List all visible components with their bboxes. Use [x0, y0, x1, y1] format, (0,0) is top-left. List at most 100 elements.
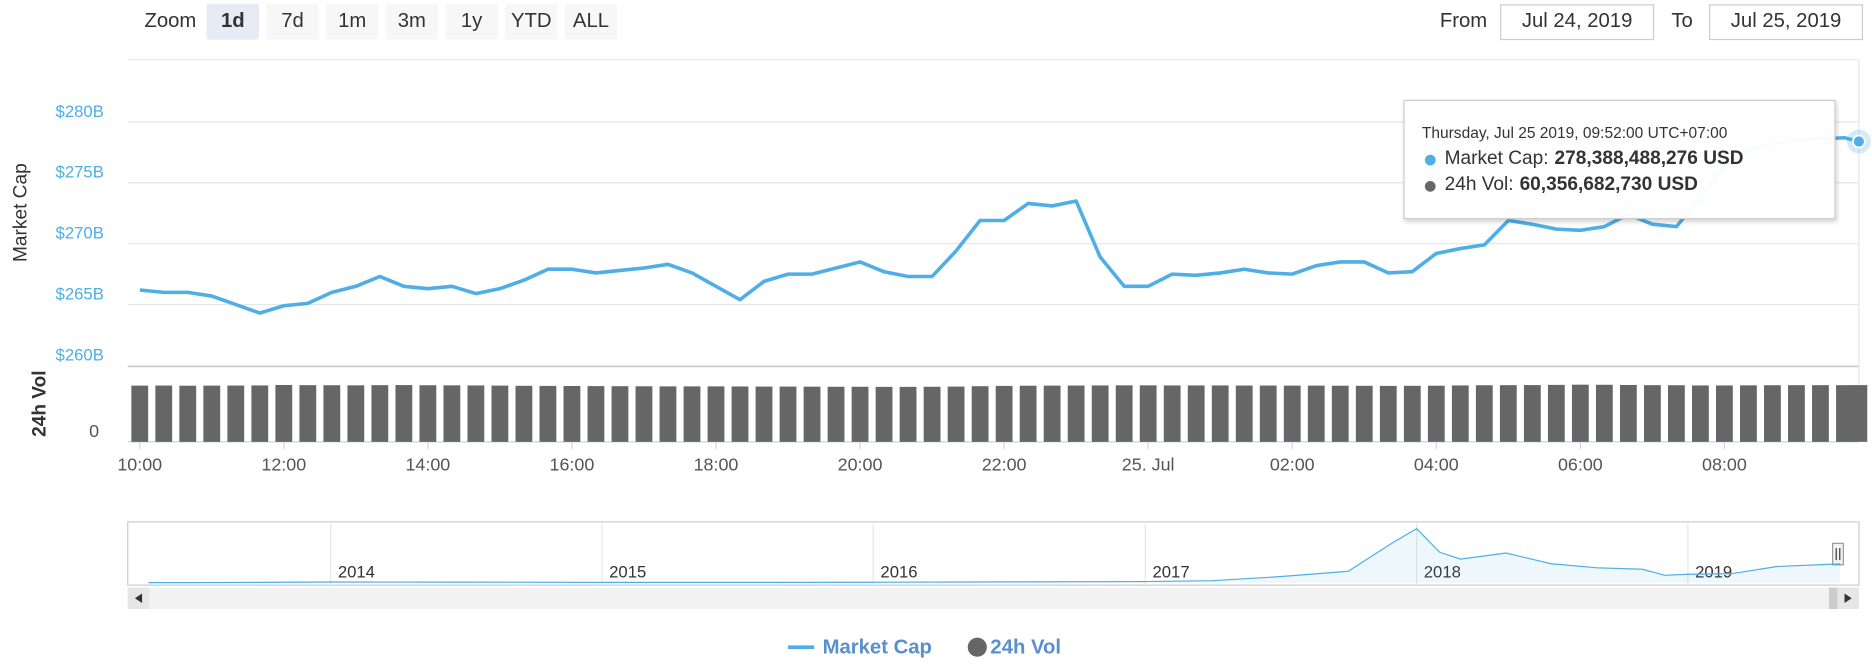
volume-bar	[1812, 385, 1829, 442]
zoom-button-label[interactable]: 1y	[461, 10, 483, 32]
volume-bar	[1667, 385, 1685, 442]
y-tick-label: $275B	[56, 163, 104, 182]
volume-bar	[683, 386, 701, 442]
scroll-left-arrow	[134, 593, 143, 604]
x-tick-label: 20:00	[838, 454, 883, 474]
zoom-button[interactable]	[505, 3, 558, 40]
zoom-button-label[interactable]: 1d	[221, 10, 245, 32]
y-tick-label: $260B	[56, 345, 104, 364]
zoom-button-label[interactable]: 1m	[338, 10, 366, 32]
volume-bar	[1379, 385, 1397, 442]
zoom-button-label[interactable]: YTD	[511, 10, 552, 32]
y-tick-label: $270B	[56, 224, 104, 243]
scrollbar-thumb[interactable]	[1829, 587, 1838, 609]
volume-bar	[755, 386, 773, 442]
volume-bar	[1403, 385, 1421, 442]
zoom-button[interactable]	[266, 3, 319, 40]
volume-bar	[1764, 385, 1781, 442]
zoom-button-label[interactable]: ALL	[573, 10, 609, 32]
volume-bar	[179, 385, 197, 442]
volume-bar	[1643, 385, 1661, 442]
volume-bar	[1716, 385, 1733, 442]
volume-bar	[1259, 385, 1277, 442]
volume-bar	[1427, 385, 1445, 442]
volume-bar	[1091, 385, 1109, 442]
volume-bar	[899, 386, 917, 442]
zoom-button[interactable]	[206, 3, 260, 40]
from-value[interactable]: Jul 24, 2019	[1522, 10, 1633, 32]
volume-bar	[971, 386, 989, 442]
volume-bar	[635, 386, 653, 442]
navigator[interactable]: 2014 2015 2016 2017 2018 2019	[127, 521, 1860, 609]
volume-bar	[1163, 385, 1181, 442]
volume-bar	[827, 386, 845, 442]
volume-bar	[1619, 384, 1637, 442]
volume-bar	[659, 386, 677, 442]
tooltip-value: 278,388,488,276 USD	[1555, 148, 1744, 169]
navigator-handle[interactable]	[1832, 542, 1844, 566]
to-value[interactable]: Jul 25, 2019	[1731, 10, 1842, 32]
volume-bar	[947, 386, 965, 442]
navigator-tick-label: 2018	[1424, 563, 1461, 582]
legend-label[interactable]: Market Cap	[823, 637, 932, 659]
legend-item[interactable]: Market Cap	[787, 637, 932, 659]
volume-bar	[1499, 385, 1517, 442]
volume-bar	[1235, 385, 1253, 442]
navigator-tick-label: 2014	[338, 563, 375, 582]
x-tick-label: 02:00	[1270, 454, 1315, 474]
tooltip-dot	[1424, 154, 1436, 166]
volume-bar	[1475, 385, 1493, 442]
x-tick-label: 16:00	[550, 454, 595, 474]
volume-bar	[1571, 384, 1589, 442]
volume-bar	[1331, 385, 1349, 442]
x-tick-label: 22:00	[982, 454, 1027, 474]
volume-bar	[611, 386, 629, 442]
x-tick-label: 18:00	[694, 454, 739, 474]
zoom-button[interactable]	[325, 3, 379, 40]
x-tick-label: 04:00	[1414, 454, 1459, 474]
zoom-button[interactable]	[564, 3, 618, 40]
to-input[interactable]	[1709, 4, 1864, 41]
x-tick-label: 08:00	[1702, 454, 1747, 474]
y-tick-label: $280B	[56, 102, 104, 121]
volume-bar	[1139, 385, 1157, 442]
volume-bar	[707, 386, 725, 442]
zoom-button-label[interactable]: 7d	[281, 10, 304, 32]
scrollbar-track[interactable]	[127, 587, 1859, 609]
volume-bar	[299, 385, 317, 442]
navigator-tick-label: 2019	[1695, 563, 1732, 582]
legend-label[interactable]: 24h Vol	[990, 637, 1061, 659]
volume-bar	[467, 385, 485, 442]
volume-bar	[155, 385, 173, 442]
volume-bar	[1211, 385, 1229, 442]
zoom-button-label[interactable]: 3m	[398, 10, 426, 32]
zoom-button[interactable]	[385, 3, 439, 40]
volume-bar	[1850, 385, 1868, 442]
volume-bar	[323, 385, 341, 442]
tooltip: Thursday, Jul 25 2019, 09:52:00 UTC+07:0…	[1403, 99, 1836, 220]
y-axis-title: Market Cap	[11, 163, 32, 262]
zoom-button[interactable]	[445, 3, 498, 40]
navigator-line	[148, 527, 1841, 584]
volume-bar	[731, 386, 749, 442]
volume-bar	[371, 385, 389, 442]
from-input[interactable]	[1500, 4, 1655, 41]
x-tick-label: 10:00	[117, 454, 162, 474]
volume-bar	[1740, 385, 1757, 442]
navigator-tick-label: 2016	[880, 563, 917, 582]
y-tick-label: $265B	[56, 284, 104, 303]
volume-bar	[1523, 385, 1541, 442]
volume-bar	[1836, 385, 1853, 442]
legend-dot	[967, 637, 987, 657]
volume-bar	[1043, 385, 1061, 442]
volume-bar	[275, 384, 293, 442]
volume-bar	[1547, 384, 1565, 442]
volume-bar	[587, 386, 605, 442]
volume-bar	[1691, 385, 1709, 442]
volume-bar	[1019, 385, 1037, 442]
x-tick-label: 12:00	[261, 454, 306, 474]
legend-item[interactable]: 24h Vol	[967, 637, 1061, 659]
